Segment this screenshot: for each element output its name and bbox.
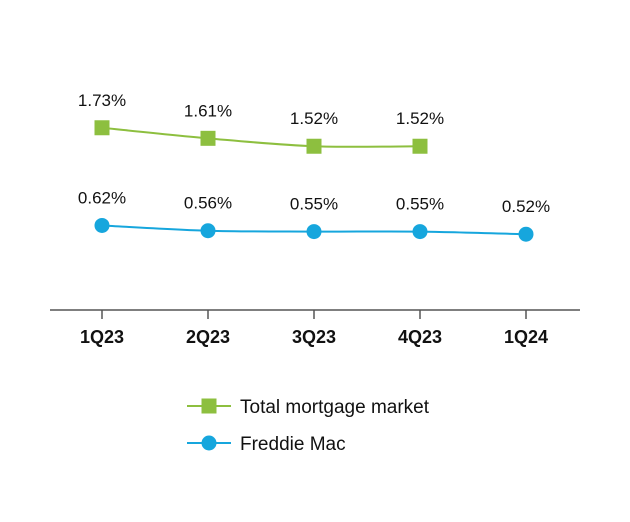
legend: Total mortgage market Freddie Mac: [187, 397, 430, 455]
legend-marker-total-mortgage-market: [201, 398, 217, 414]
x-axis: 1Q23 2Q23 3Q23 4Q23 1Q24: [50, 309, 580, 347]
x-tick-label-1q24: 1Q24: [504, 327, 548, 347]
data-point-total-mortgage-market: [200, 130, 216, 146]
x-tick-label-4q23: 4Q23: [398, 327, 442, 347]
data-point-freddie-mac: [94, 217, 110, 233]
legend-label-total-mortgage-market: Total mortgage market: [240, 397, 430, 418]
data-label-freddie-mac: 0.56%: [184, 194, 232, 213]
legend-item-total-mortgage-market: Total mortgage market: [187, 397, 430, 418]
data-label-freddie-mac: 0.52%: [502, 197, 550, 216]
series-layer: [94, 120, 534, 242]
data-label-total-mortgage-market: 1.61%: [184, 101, 232, 120]
data-labels: 1.73% 1.61% 1.52% 1.52% 0.62% 0.56% 0.55% 0.55%…: [78, 91, 550, 216]
data-label-total-mortgage-market: 1.52%: [290, 109, 338, 128]
data-label-freddie-mac: 0.55%: [396, 195, 444, 214]
data-label-total-mortgage-market: 1.52%: [396, 109, 444, 128]
data-point-freddie-mac: [518, 226, 534, 242]
data-point-total-mortgage-market: [94, 120, 110, 136]
data-point-freddie-mac: [412, 224, 428, 240]
data-label-freddie-mac: 0.55%: [290, 195, 338, 214]
data-point-total-mortgage-market: [412, 138, 428, 154]
data-label-freddie-mac: 0.62%: [78, 188, 126, 207]
series-line-total-mortgage-market: [101, 126, 421, 148]
data-point-freddie-mac: [200, 223, 216, 239]
x-tick-label-2q23: 2Q23: [186, 327, 230, 347]
data-point-freddie-mac: [306, 224, 322, 240]
data-label-total-mortgage-market: 1.73%: [78, 91, 126, 110]
x-tick-label-3q23: 3Q23: [292, 327, 336, 347]
legend-label-freddie-mac: Freddie Mac: [240, 434, 346, 455]
x-tick-label-1q23: 1Q23: [80, 327, 124, 347]
legend-item-freddie-mac: Freddie Mac: [187, 434, 346, 455]
data-point-total-mortgage-market: [306, 138, 322, 154]
legend-marker-freddie-mac: [201, 435, 217, 451]
